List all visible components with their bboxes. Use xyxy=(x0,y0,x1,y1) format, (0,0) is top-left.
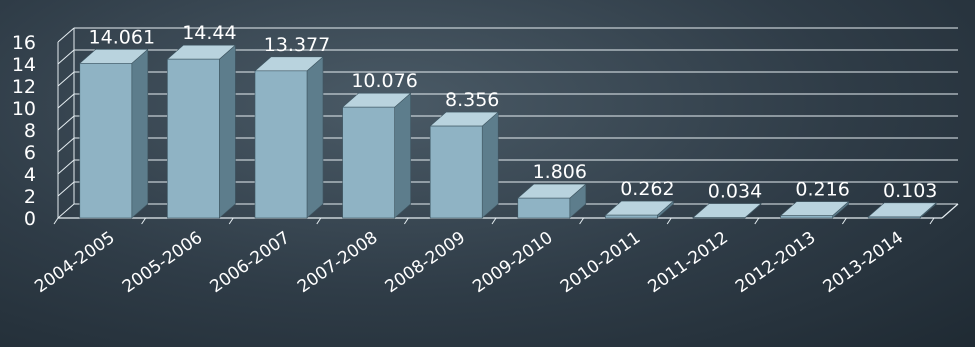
data-label: 10.076 xyxy=(351,70,417,92)
bar xyxy=(166,44,237,219)
bar xyxy=(779,200,850,219)
x-axis-categories: 2004-2005 2005-2006 2006-2007 2007-2008 2008… xyxy=(31,228,907,298)
data-label: 14.44 xyxy=(182,22,236,44)
bar-side xyxy=(306,56,324,219)
bar-front xyxy=(692,217,746,219)
data-label: 13.377 xyxy=(264,34,330,56)
y-tick-label: 10 xyxy=(12,98,36,120)
bar xyxy=(517,183,587,219)
data-label: 1.806 xyxy=(533,161,587,183)
bar-front xyxy=(254,70,308,219)
bar-front xyxy=(429,125,483,219)
data-label: 0.034 xyxy=(708,181,762,203)
y-tick-label: 0 xyxy=(24,208,36,230)
x-tick-mark xyxy=(491,217,497,225)
y-tick-label: 8 xyxy=(24,120,36,142)
bar-front xyxy=(517,197,571,219)
y-tick-label: 6 xyxy=(24,142,36,164)
category-label: 2011-2012 xyxy=(644,228,731,298)
bar xyxy=(341,92,412,219)
bar-side xyxy=(394,92,411,219)
bar-side xyxy=(481,111,499,219)
bar-front xyxy=(780,215,833,219)
bars xyxy=(79,44,937,219)
bar-front xyxy=(342,106,395,219)
category-label: 2006-2007 xyxy=(206,228,293,298)
x-tick-mark xyxy=(666,217,672,225)
y-tick-label: 16 xyxy=(12,32,36,54)
data-label: 14.061 xyxy=(89,26,155,48)
category-label: 2013-2014 xyxy=(820,228,907,298)
bar xyxy=(254,56,324,219)
gridline-side xyxy=(57,181,75,197)
bar-front xyxy=(605,214,658,219)
y-tick-label: 14 xyxy=(12,54,36,76)
x-tick-mark xyxy=(754,217,760,225)
category-label: 2009-2010 xyxy=(469,228,556,298)
x-tick-mark xyxy=(841,217,847,225)
x-tick-mark xyxy=(579,217,585,225)
data-label: 0.216 xyxy=(795,179,849,201)
bar xyxy=(867,202,937,219)
y-tick-label: 2 xyxy=(24,186,36,208)
x-tick-mark xyxy=(228,217,234,225)
bar-front xyxy=(79,63,133,219)
gridline-side xyxy=(57,93,75,109)
y-tick-label: 4 xyxy=(24,164,36,186)
data-label: 0.103 xyxy=(883,180,937,202)
bar-top xyxy=(867,202,937,218)
gridline-side xyxy=(57,115,75,131)
gridline-side xyxy=(57,27,75,43)
bar xyxy=(429,111,499,219)
data-labels: 14.061 14.44 13.377 10.076 8.356 1.806 0.262 0.… xyxy=(89,22,938,202)
bar-front xyxy=(867,216,921,219)
category-label: 2007-2008 xyxy=(294,228,381,298)
data-label: 8.356 xyxy=(445,89,499,111)
bar-front xyxy=(167,58,220,219)
category-label: 2012-2013 xyxy=(732,228,819,298)
gridline-side xyxy=(57,203,75,219)
data-label: 0.262 xyxy=(620,178,674,200)
bar xyxy=(79,48,149,219)
category-label: 2010-2011 xyxy=(557,228,644,298)
bar xyxy=(604,200,675,219)
gridline-side xyxy=(57,159,75,175)
y-tick-label: 12 xyxy=(12,76,36,98)
bar-side xyxy=(131,48,149,219)
x-tick-mark xyxy=(53,217,59,225)
x-tick-mark xyxy=(403,217,409,225)
bar xyxy=(692,202,762,219)
x-tick-mark xyxy=(141,217,147,225)
category-label: 2008-2009 xyxy=(382,228,469,298)
category-label: 2004-2005 xyxy=(31,228,118,298)
gridline-side xyxy=(57,137,75,153)
x-tick-mark xyxy=(929,217,935,225)
bar-top xyxy=(692,203,762,218)
x-tick-mark xyxy=(316,217,322,225)
gridline-side xyxy=(57,49,75,65)
floor-right-edge xyxy=(941,203,959,219)
category-label: 2005-2006 xyxy=(119,228,206,298)
gridline-side xyxy=(57,71,75,87)
bar-side xyxy=(219,44,236,219)
